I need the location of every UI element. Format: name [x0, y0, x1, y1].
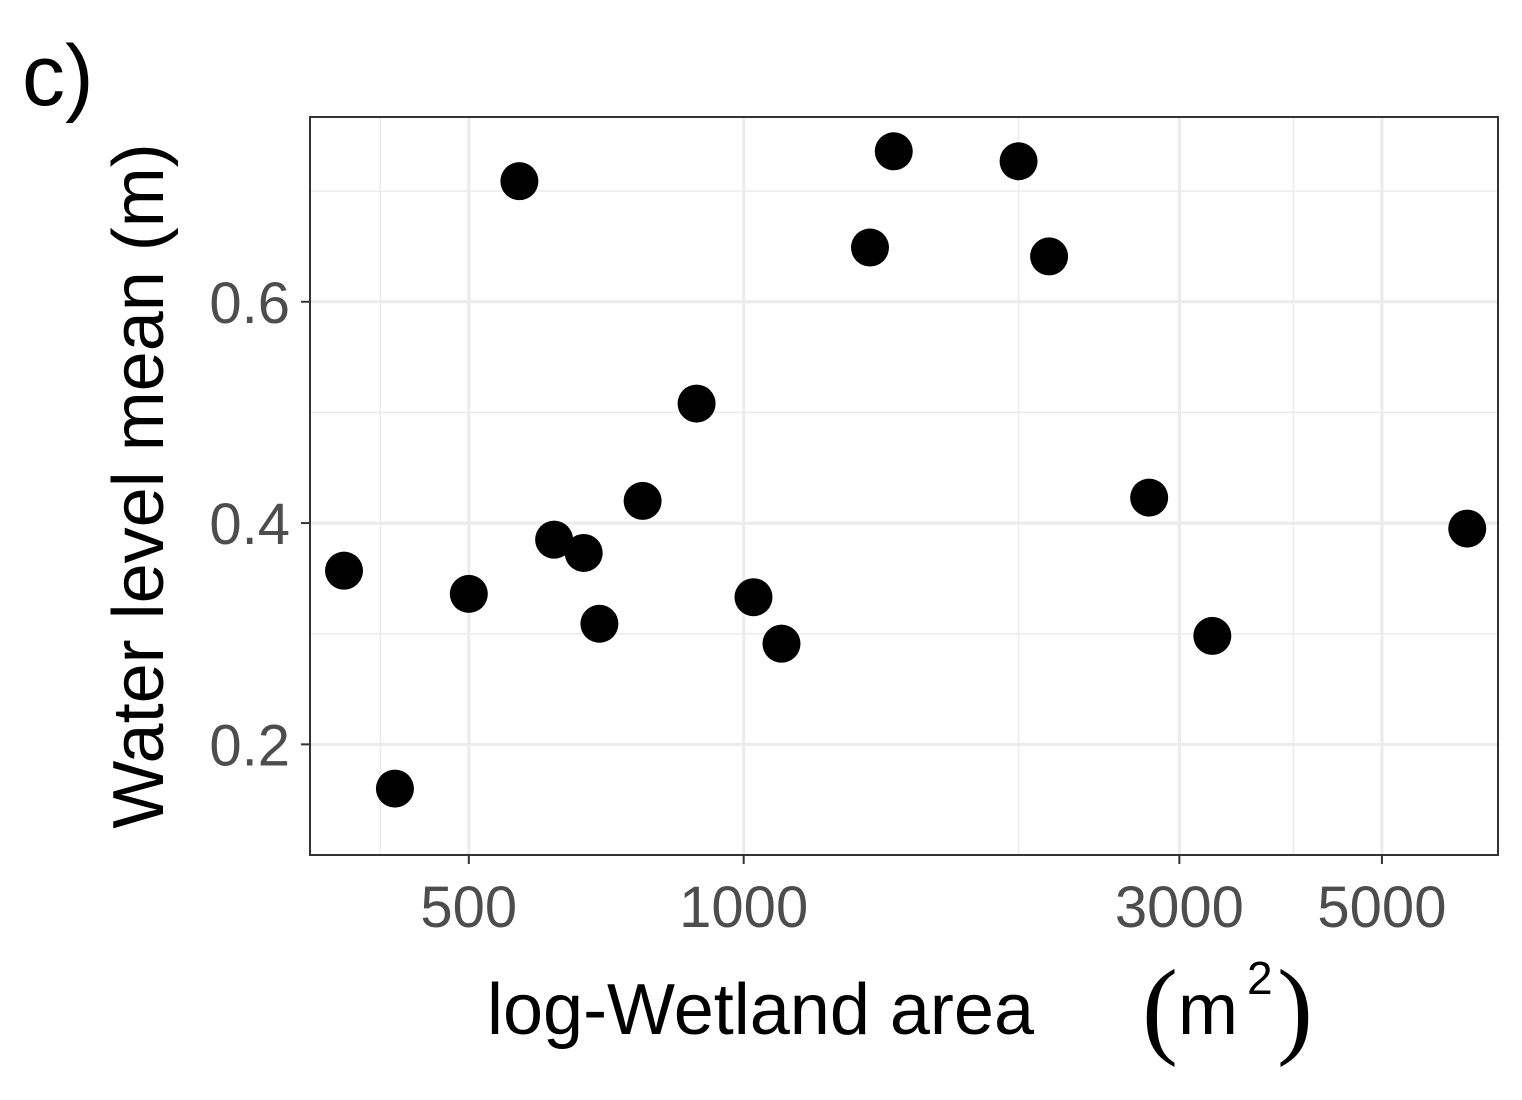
- data-point: [1030, 237, 1069, 276]
- data-point: [1130, 478, 1169, 517]
- y-axis-title: Water level mean (m): [99, 143, 179, 828]
- y-tick-label: 0.4: [209, 492, 290, 557]
- data-point: [850, 228, 889, 267]
- x-axis-title-unit: m: [1178, 970, 1238, 1050]
- data-point: [999, 142, 1038, 181]
- x-axis-title-superscript: 2: [1247, 952, 1273, 1004]
- data-point: [623, 481, 662, 520]
- x-axis-title-open-paren: (: [1142, 949, 1178, 1068]
- data-point: [677, 384, 716, 423]
- data-point: [564, 533, 603, 572]
- data-points: [325, 132, 1487, 808]
- data-point: [375, 769, 414, 808]
- data-point: [874, 132, 913, 171]
- x-axis-title-close-paren: ): [1277, 949, 1313, 1068]
- data-point: [1448, 509, 1487, 548]
- x-tick-label: 3000: [1115, 875, 1244, 940]
- svg-text:log-Wetland area: log-Wetland area: [487, 970, 1035, 1050]
- y-tick-label: 0.2: [209, 713, 290, 778]
- major-gridlines: [310, 117, 1498, 855]
- data-point: [500, 162, 539, 201]
- panel-label: c): [22, 28, 94, 124]
- x-tick-label: 500: [420, 875, 517, 940]
- axis-ticks: 500 1000 3000 5000 0.2 0.4 0.6: [209, 271, 1446, 940]
- data-point: [325, 551, 364, 590]
- x-tick-label: 5000: [1317, 875, 1446, 940]
- data-point: [449, 574, 488, 613]
- y-tick-label: 0.6: [209, 271, 290, 336]
- data-point: [734, 578, 773, 617]
- data-point: [535, 520, 574, 559]
- data-point: [580, 604, 619, 643]
- data-point: [762, 624, 801, 663]
- x-tick-label: 1000: [679, 875, 808, 940]
- x-axis-title: log-Wetland area ( m 2 ): [487, 949, 1313, 1068]
- x-axis-title-text: log-Wetland area: [487, 970, 1035, 1050]
- plot-panel-border: [309, 116, 1499, 856]
- data-point: [1193, 616, 1232, 655]
